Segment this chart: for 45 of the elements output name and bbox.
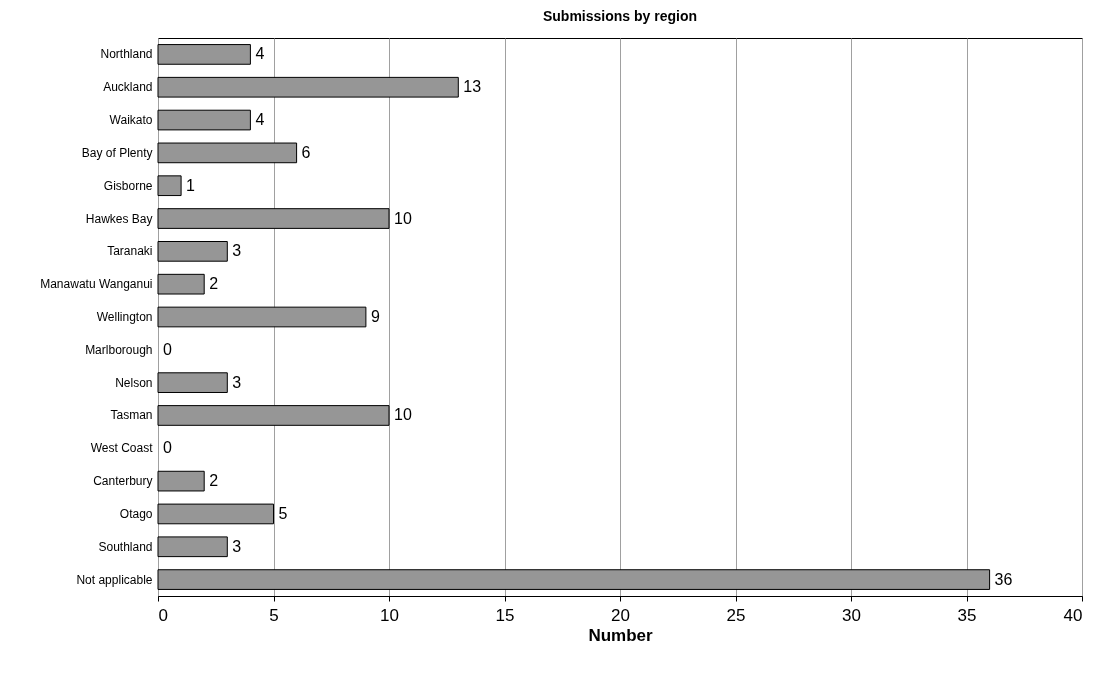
y-tick-label: Auckland — [103, 80, 153, 95]
data-label: 13 — [463, 78, 482, 96]
y-tick-label: Bay of Plenty — [81, 145, 153, 160]
x-axis-title: Number — [588, 625, 653, 645]
y-tick-label: Canterbury — [93, 474, 153, 489]
data-label: 10 — [394, 406, 412, 424]
data-label: 2 — [209, 275, 219, 293]
y-tick-label: Taranaki — [107, 244, 153, 259]
data-label: 6 — [301, 143, 311, 161]
y-tick-label: West Coast — [90, 441, 154, 456]
x-tick-label: 20 — [611, 605, 630, 625]
y-tick-label: Wellington — [96, 310, 153, 324]
data-label: 9 — [370, 308, 380, 325]
data-label: 10 — [394, 209, 412, 227]
data-label: 3 — [232, 537, 242, 555]
y-tick-label: Marlborough — [85, 342, 153, 357]
y-tick-label: Tasman — [110, 408, 153, 423]
data-label: 2 — [209, 472, 219, 490]
x-tick-label: 35 — [957, 605, 977, 625]
y-tick-label: Nelson — [115, 375, 153, 390]
x-tick-label: 5 — [269, 605, 279, 625]
data-label: 36 — [994, 570, 1013, 588]
data-label: 4 — [255, 45, 265, 63]
y-tick-label: Northland — [100, 47, 153, 62]
y-tick-label: Southland — [98, 539, 153, 554]
y-tick-label: Manawatu Wanganui — [40, 277, 153, 292]
chart-title: Submissions by region — [542, 8, 698, 24]
x-tick-label: 0 — [158, 605, 168, 625]
data-label: 3 — [232, 373, 242, 391]
y-tick-label: Hawkes Bay — [85, 211, 153, 226]
y-tick-label: Not applicable — [76, 572, 153, 587]
data-label: 0 — [163, 340, 172, 358]
data-label: 1 — [186, 176, 196, 194]
data-label: 0 — [163, 439, 172, 457]
data-label: 3 — [232, 242, 242, 260]
y-tick-label: Waikato — [109, 113, 153, 128]
x-tick-label: 30 — [842, 605, 861, 625]
data-label: 5 — [278, 504, 288, 522]
y-tick-label: Otago — [119, 506, 153, 521]
x-tick-label: 25 — [726, 605, 746, 625]
x-tick-label: 15 — [495, 605, 515, 625]
x-tick-label: 40 — [1063, 605, 1083, 625]
x-tick-label: 10 — [380, 605, 399, 625]
data-label: 4 — [255, 111, 265, 129]
y-tick-label: Gisborne — [103, 178, 153, 193]
